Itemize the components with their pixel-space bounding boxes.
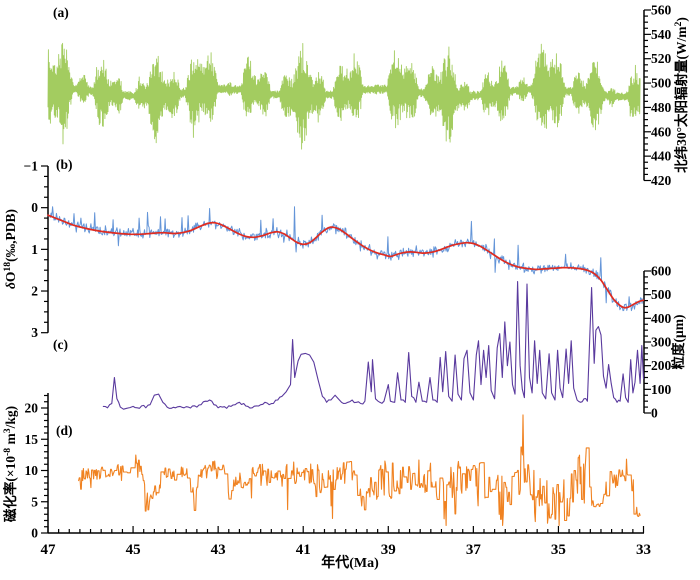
x-axis: 47 45 43 41 39 37 35 33	[41, 526, 651, 558]
x-tick: 39	[381, 542, 396, 558]
y-tick-c: 500	[651, 287, 672, 302]
y-tick-b: 3	[31, 325, 38, 340]
y-tick-b: 0	[31, 200, 38, 215]
y-tick-d: 0	[31, 526, 38, 541]
x-tick: 33	[636, 542, 651, 558]
y-tick-c: 400	[651, 311, 672, 326]
series-grainsize	[102, 281, 645, 410]
y-axis-title-b: δO18(‰,PDB)	[2, 209, 18, 289]
y-tick-c: 600	[651, 263, 672, 278]
y-axis-d: 0 5 10 15 20 磁化率(×10-8 m3/kg)	[2, 393, 49, 541]
x-tick: 47	[41, 542, 57, 558]
y-tick-c: 300	[651, 334, 672, 349]
panel-b-label: (b)	[56, 157, 73, 172]
y-tick-a: 540	[651, 27, 672, 42]
y-tick-a: 420	[651, 173, 672, 188]
series-d18o-smooth	[47, 214, 645, 309]
x-tick: 45	[126, 542, 141, 558]
x-tick: 37	[466, 542, 482, 558]
y-tick-d: 20	[25, 401, 39, 416]
series-d18o-raw	[47, 206, 644, 312]
x-axis-label: 年代(Ma)	[321, 556, 379, 571]
series-insolation	[47, 42, 641, 150]
y-tick-d: 5	[31, 494, 38, 509]
x-tick: 35	[551, 542, 566, 558]
y-tick-d: 10	[25, 463, 39, 478]
y-tick-b: 2	[31, 284, 38, 299]
y-axis-title-a: 北纬30°太阳辐射量(W/m2)	[673, 17, 689, 173]
y-tick-a: 440	[651, 149, 672, 164]
y-tick-c: 0	[651, 406, 658, 421]
y-tick-a: 480	[651, 100, 672, 115]
x-tick: 43	[211, 542, 226, 558]
y-tick-d: 15	[25, 432, 39, 447]
panel-c-label: (c)	[53, 337, 68, 352]
y-tick-a: 520	[651, 51, 672, 66]
y-axis-title-d: 磁化率(×10-8 m3/kg)	[2, 406, 18, 522]
x-tick: 41	[296, 542, 311, 558]
y-tick-a: 460	[651, 124, 672, 139]
panel-d-label: (d)	[56, 423, 73, 438]
y-axis-c: 0 100 200 300 400 500 600 粒度(μm)	[643, 263, 686, 421]
y-axis-b: −1 0 1 2 3 δO18(‰,PDB)	[2, 159, 49, 340]
series-susceptibility	[78, 414, 641, 527]
y-tick-b: 1	[31, 242, 38, 257]
y-tick-c: 100	[651, 382, 672, 397]
y-tick-a: 500	[651, 76, 672, 91]
y-axis-title-c: 粒度(μm)	[670, 315, 686, 370]
y-tick-c: 200	[651, 358, 672, 373]
y-tick-b: −1	[24, 159, 39, 174]
panel-a-label: (a)	[53, 5, 69, 20]
y-tick-a: 560	[651, 3, 672, 18]
